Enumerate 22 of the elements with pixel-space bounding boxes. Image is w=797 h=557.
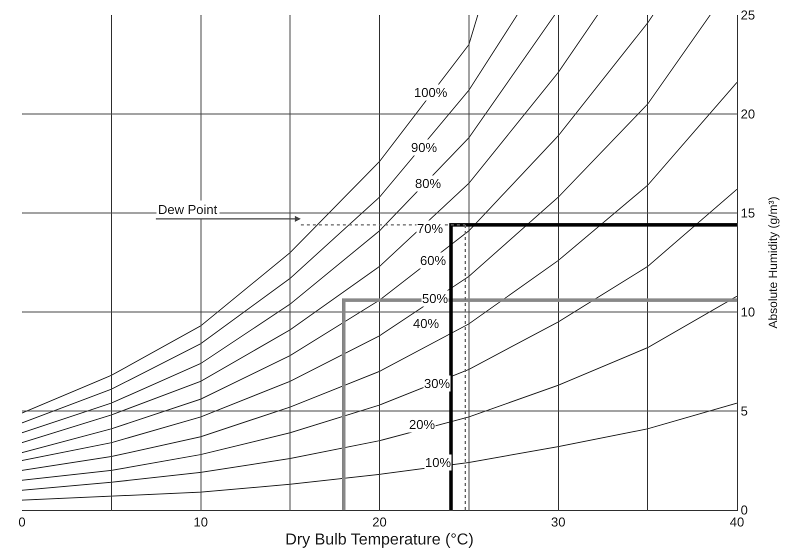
annotation: 100% xyxy=(414,85,448,100)
x-tick-label: 0 xyxy=(18,514,26,530)
y-tick-label: 15 xyxy=(740,206,756,221)
annotation: 80% xyxy=(415,176,442,191)
annotation: 90% xyxy=(411,140,438,155)
x-axis-title: Dry Bulb Temperature (°C) xyxy=(285,531,474,548)
x-tick-label: 30 xyxy=(551,514,566,530)
annotation: Dew Point xyxy=(158,202,218,217)
y-tick-label: 20 xyxy=(740,106,756,122)
annotation: 60% xyxy=(420,253,446,268)
annotation: 30% xyxy=(424,376,450,391)
annotation: 40% xyxy=(413,316,440,331)
x-tick-label: 20 xyxy=(372,514,387,530)
y-tick-label: 10 xyxy=(740,304,756,320)
annotation: 10% xyxy=(425,455,452,470)
y-tick-label: 25 xyxy=(740,8,756,23)
y-tick-label: 5 xyxy=(740,404,748,419)
annotation: 50% xyxy=(422,291,448,306)
y-axis-title: Absolute Humidity (g/m³) xyxy=(766,196,780,329)
annotation: 70% xyxy=(417,221,444,236)
x-tick-label: 10 xyxy=(194,514,208,530)
annotation: 20% xyxy=(409,417,436,432)
